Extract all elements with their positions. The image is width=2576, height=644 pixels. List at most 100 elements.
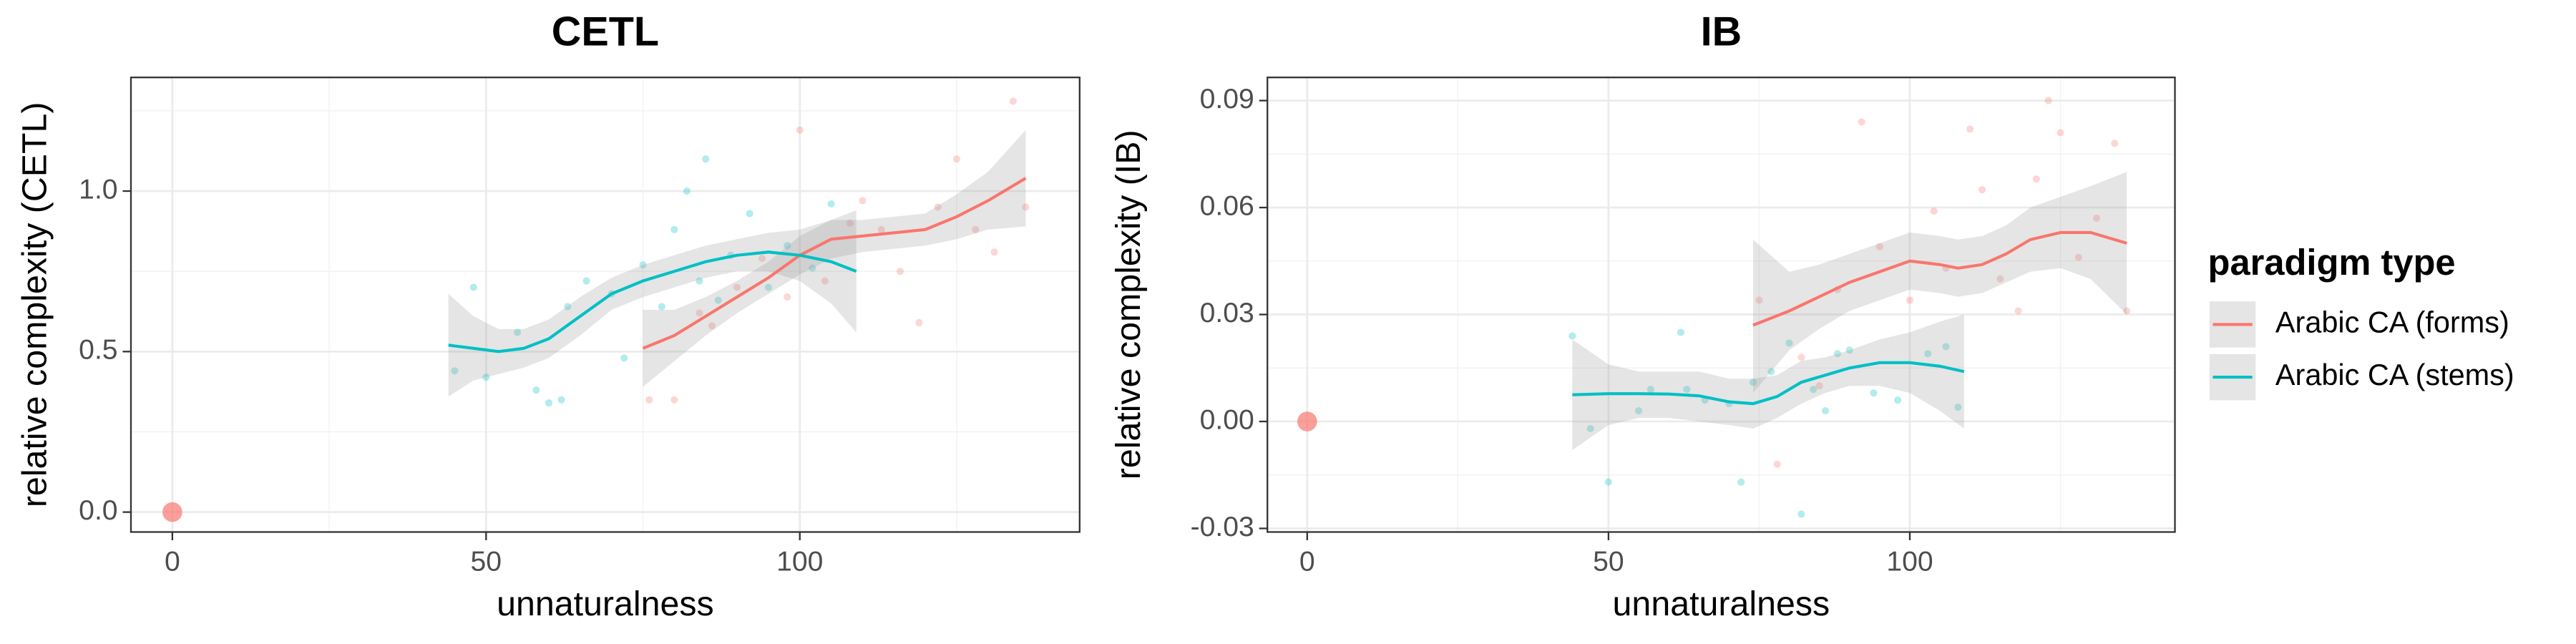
scatter-point [821, 277, 829, 285]
x-tick-label: 0 [165, 547, 180, 577]
legend-label: Arabic CA (forms) [2275, 305, 2509, 338]
scatter-point [714, 296, 722, 304]
scatter-point [733, 283, 741, 291]
smooth-line [642, 177, 1027, 350]
y-tick-label: 0.00 [1200, 404, 1254, 435]
scatter-point [896, 268, 904, 275]
scatter-point [1586, 424, 1594, 433]
scatter-point [1870, 389, 1878, 397]
scatter-point [784, 242, 791, 250]
scatter-point [670, 396, 678, 404]
x-axis-title: unnaturalness [1613, 585, 1830, 623]
scatter-point [972, 225, 980, 233]
scatter-point [1966, 125, 1974, 133]
chart-title: CETL [552, 9, 659, 55]
scatter-point [1767, 368, 1775, 376]
reference-point [162, 502, 182, 522]
scatter-point [1978, 186, 1986, 194]
scatter-point [1749, 379, 1757, 386]
legend-title: paradigm type [2208, 242, 2456, 283]
scatter-point [1604, 478, 1612, 486]
scatter-point [952, 155, 961, 163]
scatter-point [545, 399, 553, 407]
chart-title: IB [1701, 9, 1742, 55]
confidence-band [448, 210, 857, 397]
scatter-point [2044, 97, 2052, 104]
x-tick-label: 50 [471, 547, 502, 577]
scatter-point [1646, 386, 1654, 394]
plot-panel [130, 77, 1080, 532]
scatter-point [1906, 296, 1914, 304]
plot-panel [1267, 77, 2175, 532]
scatter-point [1954, 404, 1962, 411]
scatter-point [645, 396, 653, 404]
scatter-point [915, 318, 923, 327]
scatter-point [1009, 97, 1017, 105]
y-tick-label: 1.0 [79, 174, 117, 205]
scatter-point [1683, 386, 1691, 394]
scatter-point [1634, 407, 1643, 415]
scatter-point [451, 367, 459, 375]
scatter-point [2014, 307, 2022, 315]
scatter-point [1022, 203, 1030, 211]
scatter-point [846, 219, 854, 227]
scatter-point [1858, 118, 1865, 126]
scatter-point [2123, 307, 2131, 315]
scatter-point [1737, 478, 1745, 486]
reference-point [1297, 411, 1317, 431]
scatter-point [2092, 214, 2101, 223]
scatter-point [670, 225, 678, 233]
scatter-point [582, 277, 590, 285]
legend-label: Arabic CA (stems) [2275, 358, 2514, 391]
y-tick-label: 0.0 [79, 495, 117, 526]
scatter-point [658, 303, 665, 311]
x-tick-label: 100 [1886, 547, 1933, 577]
y-tick-label: -0.03 [1191, 512, 1254, 542]
scatter-point [639, 261, 647, 269]
scatter-point [564, 303, 572, 311]
scatter-point [877, 225, 885, 233]
scatter-point [758, 255, 766, 263]
scatter-point [859, 197, 867, 205]
scatter-point [696, 277, 703, 285]
scatter-point [746, 210, 753, 218]
scatter-point [2111, 140, 2119, 147]
confidence-band [1753, 172, 2127, 394]
scatter-point [1894, 396, 1902, 404]
scatter-point [1785, 339, 1793, 347]
scatter-point [990, 248, 998, 256]
scatter-point [683, 187, 691, 195]
scatter-point [1875, 243, 1883, 250]
confidence-band [1572, 314, 1964, 450]
scatter-point [1924, 350, 1932, 358]
scatter-point [1845, 346, 1853, 354]
y-tick-label: 0.5 [79, 335, 117, 366]
x-tick-label: 100 [776, 547, 823, 577]
smooth-line [1752, 230, 2127, 327]
x-tick-label: 50 [1593, 547, 1624, 577]
scatter-point [557, 396, 565, 404]
x-axis-title: unnaturalness [497, 585, 714, 623]
scatter-point [809, 264, 816, 272]
scatter-point [1996, 275, 2004, 283]
scatter-point [1773, 460, 1781, 468]
y-tick-label: 0.09 [1200, 84, 1254, 114]
scatter-point [1942, 343, 1950, 351]
scatter-point [514, 328, 522, 336]
scatter-point [469, 283, 477, 291]
scatter-point [796, 126, 804, 134]
scatter-point [2032, 175, 2040, 183]
scatter-point [1822, 407, 1830, 415]
scatter-point [482, 374, 490, 381]
scatter-point [1677, 328, 1685, 336]
scatter-point [1797, 353, 1805, 361]
scatter-point [2074, 253, 2082, 261]
scatter-point [708, 322, 716, 330]
scatter-point [1755, 296, 1763, 304]
scatter-point [784, 293, 791, 301]
scatter-point [620, 354, 628, 362]
scatter-point [2057, 129, 2064, 137]
scatter-point [1930, 207, 1938, 215]
